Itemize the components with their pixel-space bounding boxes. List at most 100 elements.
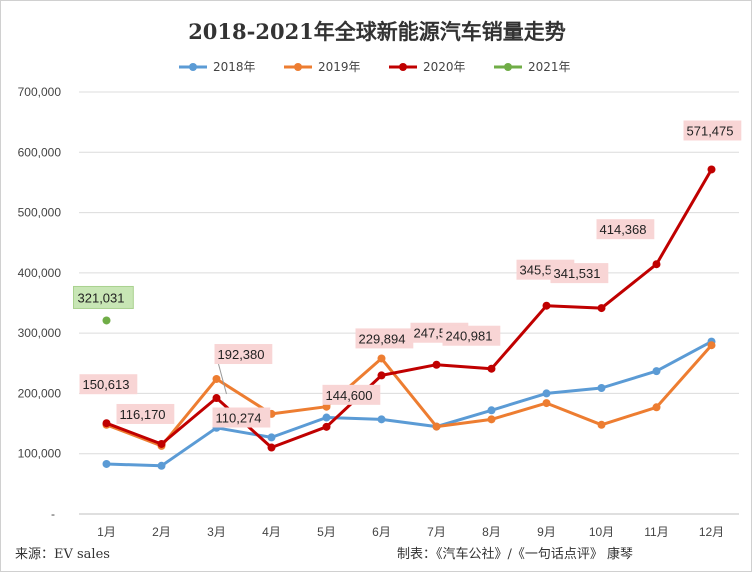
data-point (157, 439, 166, 448)
data-label-text: 144,600 (326, 388, 373, 403)
data-point (102, 316, 111, 325)
data-point (322, 422, 331, 431)
data-label: 229,894 (355, 328, 414, 349)
data-labels: 150,613 116,170 192,380 110,274 144,600 229,8… (73, 120, 742, 428)
data-label-text: 229,894 (359, 331, 406, 346)
data-label-box (214, 344, 273, 365)
data-label: 240,981 (442, 325, 501, 346)
data-point (597, 420, 606, 429)
data-label-box (442, 325, 501, 346)
x-tick-label: 1月 (97, 525, 116, 539)
series (102, 316, 111, 325)
y-tick-label: 200,000 (18, 386, 62, 400)
data-point (542, 389, 551, 398)
series (102, 341, 716, 450)
y-tick-label: 700,000 (18, 85, 62, 99)
x-tick-label: 9月 (537, 525, 556, 539)
data-point (542, 301, 551, 310)
data-point (212, 374, 221, 383)
series (102, 165, 716, 452)
x-tick-label: 4月 (262, 525, 281, 539)
data-label-box (79, 374, 138, 395)
data-label-text: 116,170 (120, 407, 166, 422)
data-point (432, 422, 441, 431)
data-point (707, 165, 716, 174)
data-label: 571,475 (683, 120, 742, 141)
legend-label: 2020年 (423, 60, 466, 74)
data-point (102, 459, 111, 468)
y-tick-label: 600,000 (18, 145, 62, 159)
y-tick-label: 500,000 (18, 206, 62, 220)
series-line (106, 340, 713, 468)
legend-swatch-marker (504, 63, 512, 71)
legend-label: 2018年 (213, 60, 256, 74)
x-tick-label: 5月 (317, 525, 336, 539)
data-label: 150,613 (79, 374, 138, 395)
data-label: 414,368 (596, 219, 655, 240)
data-label-text: 192,380 (218, 347, 265, 362)
data-label-text: 414,368 (600, 222, 647, 237)
data-point (432, 360, 441, 369)
data-point (652, 403, 661, 412)
legend-swatch-marker (294, 63, 302, 71)
data-label: 116,170 (116, 403, 175, 424)
data-label: 341,531 (550, 263, 609, 284)
data-point (487, 406, 496, 415)
data-point (267, 433, 276, 442)
series-line (105, 168, 713, 449)
data-label-box (355, 328, 414, 349)
chart-title: 2018-2021年全球新能源汽车销量走势 (188, 19, 566, 44)
y-tick-label: 300,000 (18, 326, 62, 340)
data-point (652, 260, 661, 269)
data-label-text: 240,981 (446, 329, 493, 344)
data-point (377, 354, 386, 363)
data-label: 144,600 (322, 384, 381, 405)
data-label-box (73, 285, 134, 309)
data-label-text: 110,274 (216, 411, 262, 426)
label-leader-line (218, 363, 227, 395)
legend-item: 2019年 (284, 60, 361, 74)
data-label-text: 150,613 (83, 377, 130, 392)
data-point (322, 413, 331, 422)
data-point (487, 415, 496, 424)
x-tick-label: 2月 (152, 525, 171, 539)
y-tick-label: 400,000 (18, 266, 62, 280)
data-label-box (212, 407, 271, 428)
legend-label: 2021年 (528, 60, 571, 74)
data-point (597, 304, 606, 313)
legend-item: 2020年 (389, 60, 466, 74)
y-axis: - 100,000 200,000 300,000 400,000 500,000 600,… (18, 85, 62, 521)
data-label-box (116, 403, 175, 424)
maker-note: 制表：《汽车公社》/《一句话点评》 康琴 (397, 546, 633, 562)
y-tick-label: - (51, 507, 55, 521)
x-tick-label: 10月 (589, 525, 614, 539)
data-point (377, 371, 386, 380)
data-label-text: 341,531 (554, 266, 601, 281)
gridlines (79, 91, 739, 515)
data-label: 192,380 (214, 344, 273, 395)
data-point (267, 443, 276, 452)
source-note: 来源：EV sales (15, 547, 110, 562)
data-label-box (550, 263, 609, 284)
legend-item: 2018年 (179, 60, 256, 74)
x-tick-label: 3月 (207, 525, 226, 539)
data-point (597, 384, 606, 393)
x-tick-label: 12月 (699, 525, 724, 539)
legend-swatch-marker (399, 63, 407, 71)
y-tick-label: 100,000 (18, 447, 62, 461)
series-layer (102, 165, 716, 470)
data-label-box (683, 120, 742, 141)
data-point (487, 364, 496, 373)
data-label: 321,031 (73, 285, 134, 309)
legend-label: 2019年 (318, 60, 361, 74)
legend-item: 2021年 (494, 60, 571, 74)
x-tick-label: 6月 (372, 525, 391, 539)
data-label-box (596, 219, 655, 240)
data-point (377, 415, 386, 424)
legend: 2018年 2019年 2020年 2021年 (179, 60, 571, 74)
data-label-text: 321,031 (78, 290, 125, 305)
x-tick-label: 11月 (644, 525, 668, 539)
data-point (212, 394, 221, 403)
